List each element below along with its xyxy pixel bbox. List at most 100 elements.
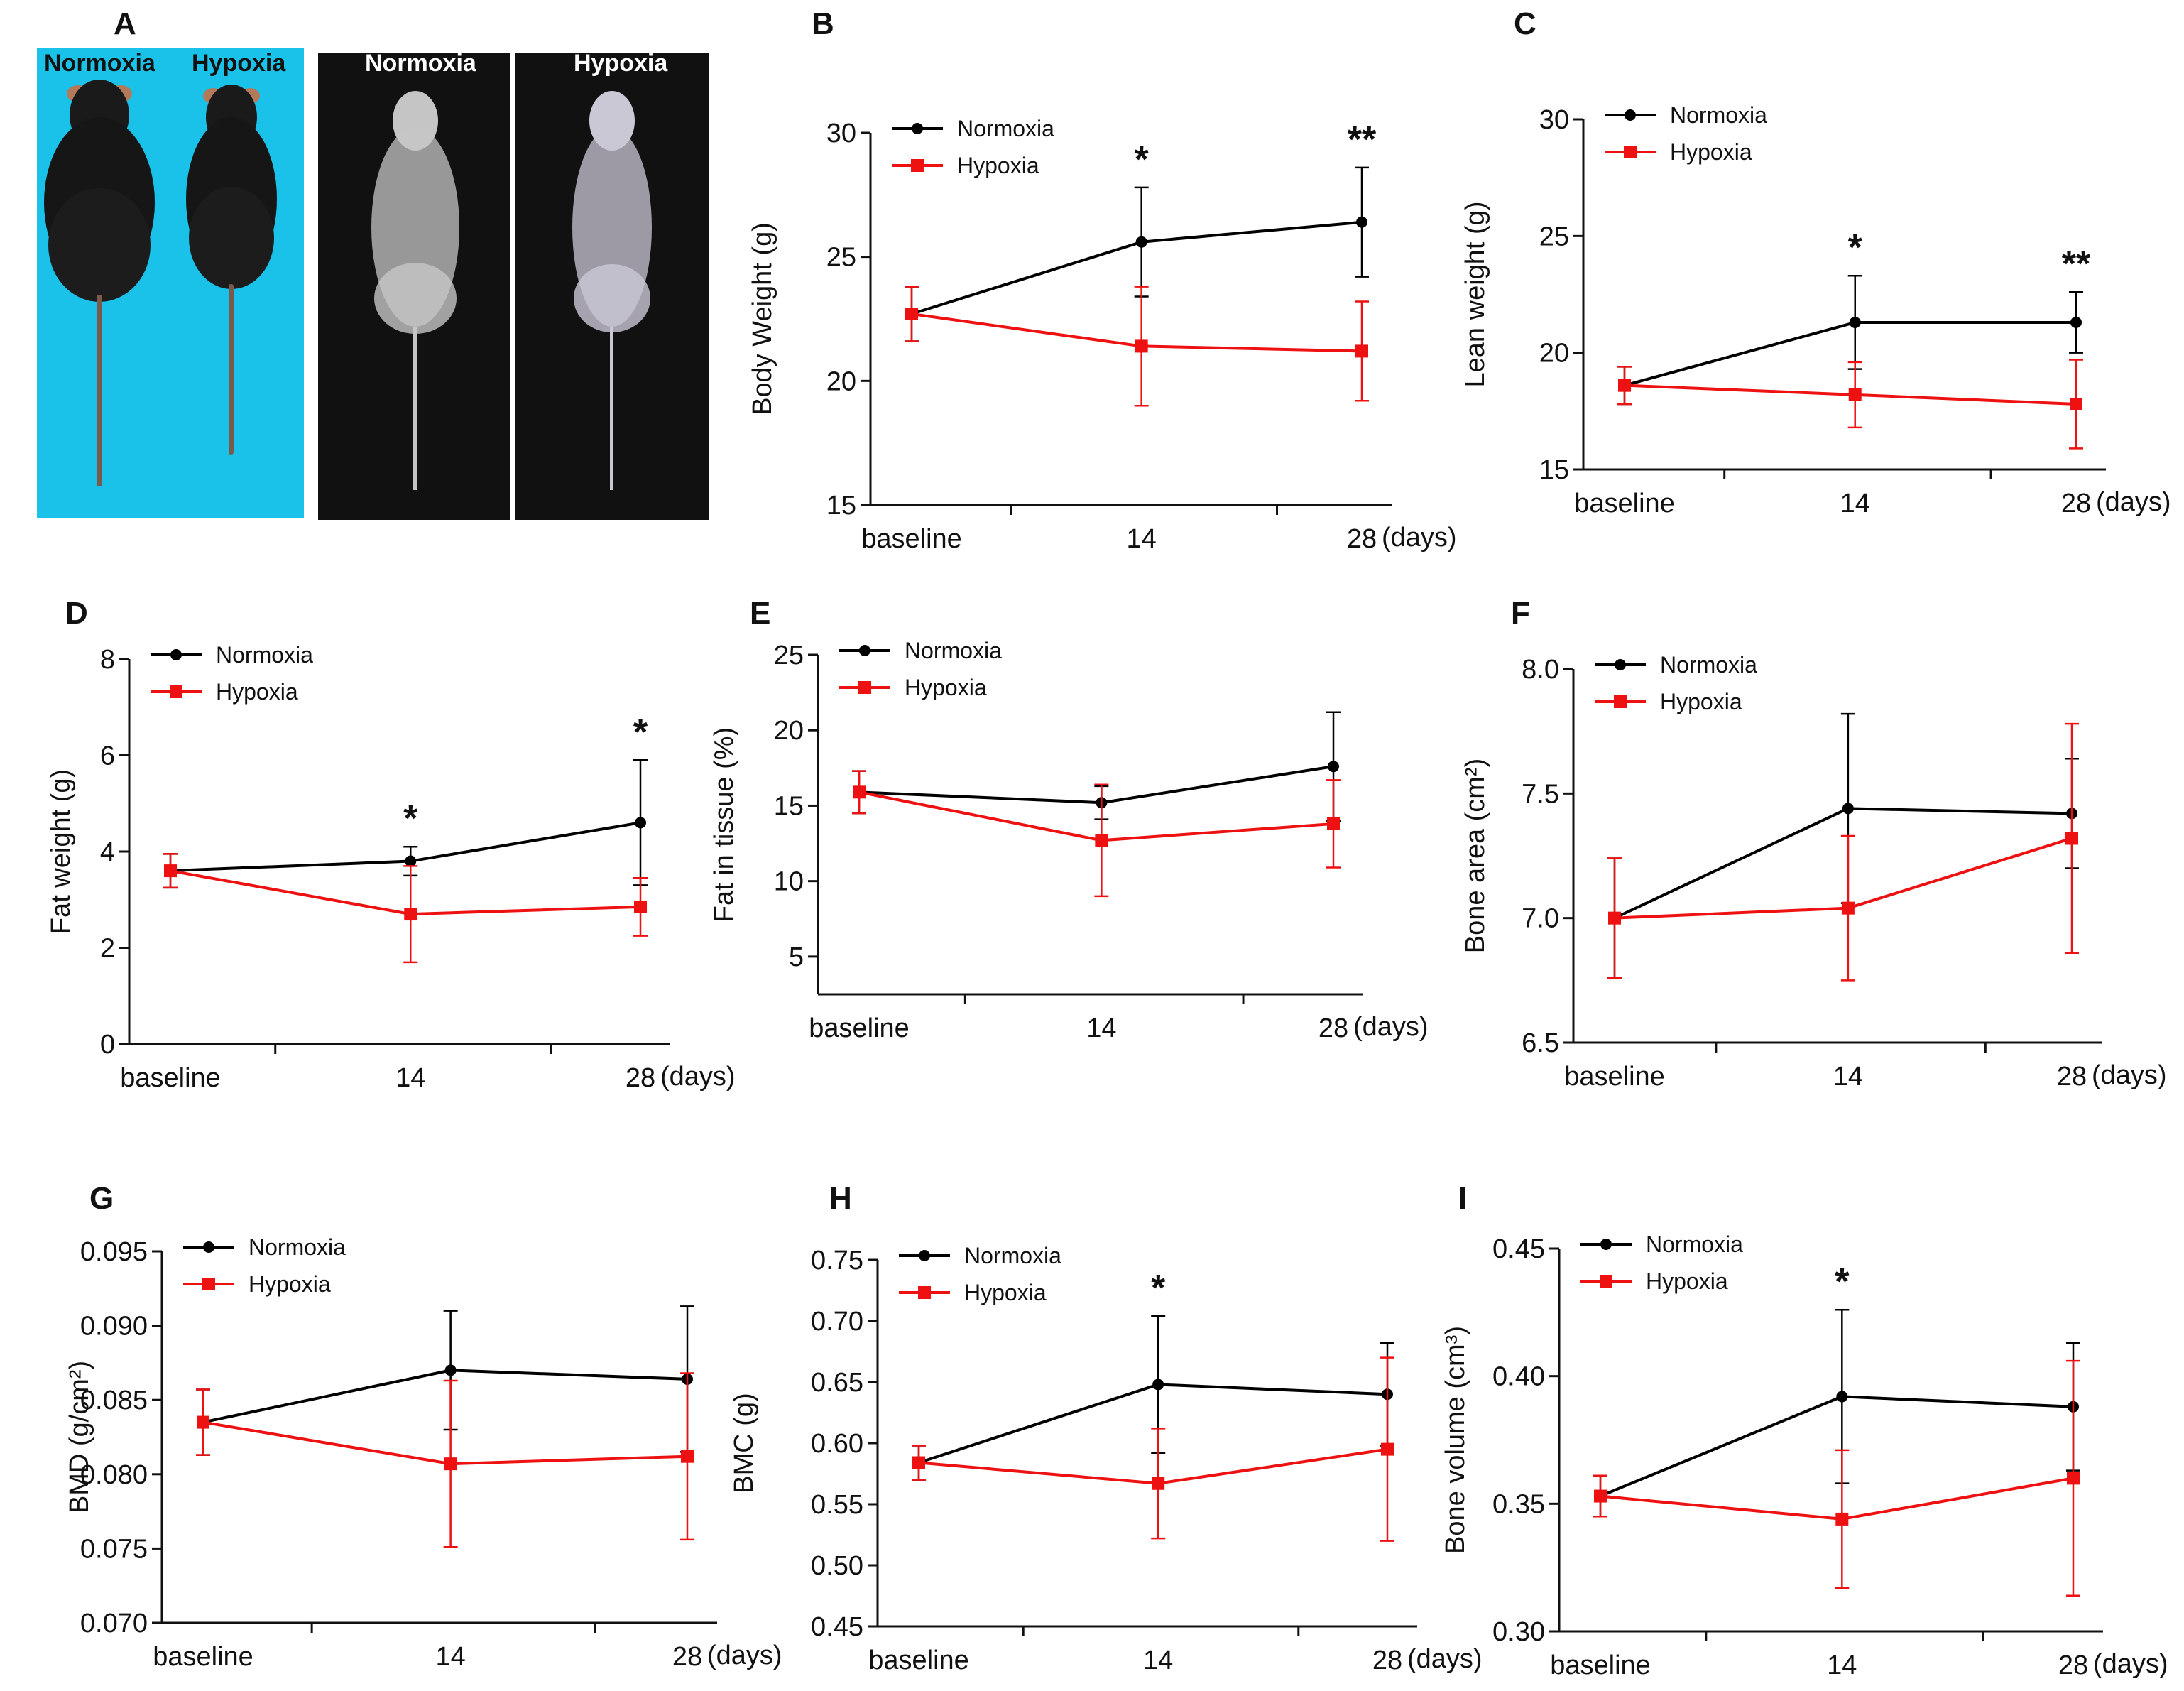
x-tick-label: 14 — [1827, 1651, 1857, 1680]
legend-label-hypoxia: Hypoxia — [905, 675, 987, 700]
y-tick-label: 0.090 — [80, 1312, 148, 1342]
series-line — [1600, 1395, 2074, 1498]
y-tick-label: 7.5 — [1522, 779, 1559, 809]
y-tick-label: 0 — [100, 1030, 115, 1060]
data-point — [1849, 316, 1861, 328]
x-tick-label: baseline — [868, 1646, 969, 1675]
y-axis-title: BMC (g) — [729, 1393, 759, 1493]
series-line — [170, 869, 641, 916]
data-point — [635, 817, 646, 829]
data-point — [1848, 388, 1862, 401]
x-tick-label: 14 — [435, 1642, 465, 1672]
legend-marker — [1600, 1239, 1612, 1250]
data-point — [1152, 1477, 1165, 1490]
legend-label-normoxia: Normoxia — [249, 1234, 346, 1260]
series-line — [911, 220, 1363, 315]
legend-marker — [1614, 695, 1627, 708]
data-point — [2070, 397, 2082, 410]
y-tick-label: 25 — [774, 641, 804, 670]
series-hypoxia — [196, 1372, 694, 1548]
y-tick-label: 0.35 — [1492, 1489, 1545, 1519]
data-point — [1381, 1442, 1394, 1456]
data-point — [1836, 1391, 1848, 1403]
legend-marker — [1624, 146, 1637, 158]
legend: Normoxia Hypoxia — [183, 1234, 346, 1297]
significance-marker: ** — [2062, 244, 2091, 285]
panel-letter-f: F — [1511, 596, 1530, 631]
panel-letter-c: C — [1514, 6, 1536, 41]
data-point — [1842, 803, 1854, 815]
legend-marker — [1625, 109, 1636, 121]
y-axis-title: BMD (g/cm²) — [65, 1361, 94, 1513]
significance-marker: * — [1151, 1268, 1166, 1309]
series-line — [1624, 320, 2076, 387]
panel-letter-d: D — [65, 596, 88, 631]
chart-panel-d: D 0 2 4 6 8 baseline 14 28 (days) Fat weight (g) * *… — [46, 596, 736, 1093]
x-unit-label: (days) — [1353, 1012, 1429, 1042]
x-unit-label: (days) — [2096, 487, 2171, 517]
y-axis-title: Fat weight (g) — [46, 769, 76, 934]
x-tick-label: baseline — [861, 524, 962, 554]
y-tick-label: 0.080 — [80, 1460, 148, 1490]
y-tick-label: 15 — [774, 791, 804, 821]
panel-letter-a: A — [114, 6, 136, 41]
data-point — [405, 855, 417, 867]
legend-marker — [918, 1286, 931, 1299]
series-hypoxia — [1607, 722, 2079, 982]
data-point — [1135, 236, 1147, 248]
data-point — [1618, 379, 1631, 392]
x-tick-label: 28 — [1372, 1646, 1402, 1675]
x-tick-label: baseline — [1564, 1062, 1665, 1092]
significance-marker: * — [633, 712, 648, 753]
y-tick-label: 0.070 — [80, 1609, 148, 1638]
x-tick-label: 14 — [1840, 489, 1870, 518]
legend: Normoxia Hypoxia — [1595, 652, 1757, 714]
y-tick-label: 0.75 — [811, 1246, 863, 1276]
photo-label-hypoxia: Hypoxia — [192, 50, 286, 77]
y-tick-label: 25 — [826, 243, 856, 273]
legend-marker — [1600, 1275, 1612, 1288]
series-normoxia — [905, 166, 1369, 342]
x-tick-label: 14 — [1143, 1646, 1173, 1675]
data-point — [404, 908, 417, 921]
series-hypoxia — [912, 1356, 1394, 1542]
significance-marker: ** — [1348, 119, 1377, 161]
chart-panel-c: C 15 20 25 30 baseline 14 28 (days) Lean weight (… — [1460, 6, 2171, 518]
y-tick-label: 6.5 — [1522, 1028, 1559, 1058]
x-unit-label: (days) — [1407, 1644, 1483, 1674]
data-point — [2065, 832, 2078, 845]
data-point — [197, 1415, 209, 1429]
data-point — [1356, 216, 1367, 228]
x-tick-label: 14 — [1086, 1013, 1116, 1043]
x-tick-label: 28 — [1347, 524, 1377, 554]
data-point — [1095, 834, 1108, 847]
hypoxia-mouse-picture — [186, 85, 277, 455]
y-tick-label: 30 — [1539, 105, 1569, 135]
y-tick-label: 0.30 — [1492, 1617, 1545, 1647]
series-hypoxia — [1617, 359, 2083, 450]
series-normoxia — [1617, 274, 2083, 406]
panel-letter-e: E — [750, 596, 770, 631]
data-point — [1835, 1512, 1849, 1526]
y-tick-label: 6 — [100, 741, 115, 771]
chart-panel-i: I 0.30 0.35 0.40 0.45 baseline 14 28 (days) Bone … — [1441, 1181, 2168, 1680]
x-tick-label: 28 — [2057, 1062, 2087, 1092]
legend-marker — [912, 123, 923, 134]
legend-label-hypoxia: Hypoxia — [216, 679, 298, 705]
y-tick-label: 5 — [789, 942, 804, 972]
data-point — [2070, 316, 2082, 328]
series-line — [202, 1369, 688, 1424]
legend-label-hypoxia: Hypoxia — [1660, 689, 1742, 714]
y-tick-label: 20 — [826, 366, 856, 396]
legend-label-normoxia: Normoxia — [1646, 1231, 1743, 1257]
y-tick-label: 4 — [100, 837, 115, 867]
y-tick-label: 15 — [1539, 455, 1569, 485]
x-tick-label: baseline — [1550, 1651, 1651, 1680]
y-tick-label: 10 — [774, 867, 804, 897]
legend-label-hypoxia: Hypoxia — [249, 1271, 331, 1297]
y-tick-label: 0.70 — [811, 1307, 863, 1337]
y-tick-label: 0.095 — [80, 1237, 148, 1267]
series-normoxia — [912, 1315, 1394, 1481]
